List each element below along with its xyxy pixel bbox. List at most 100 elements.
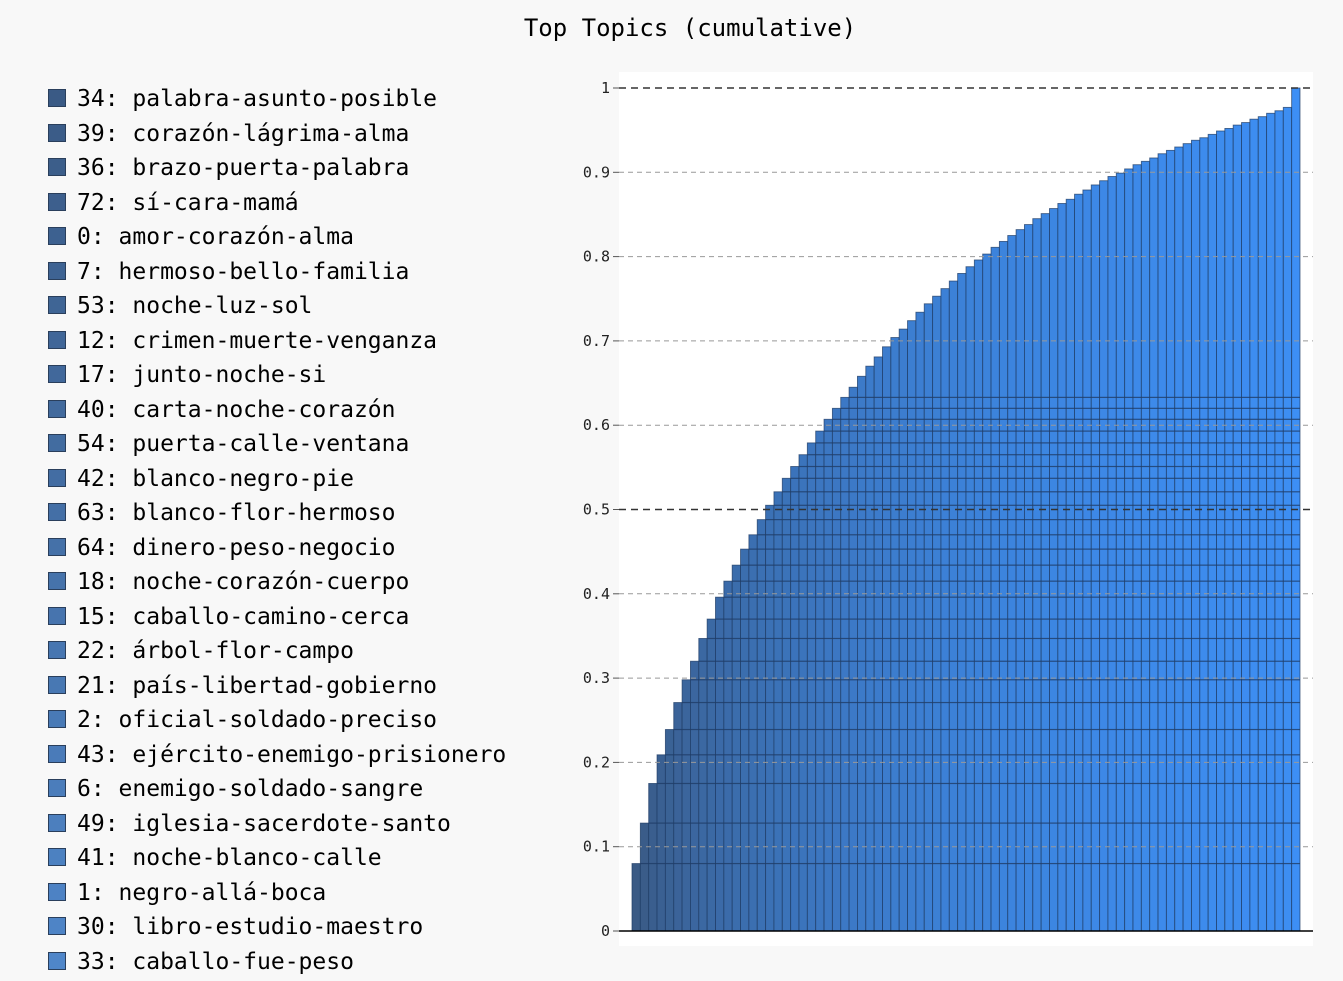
bar-segments: [865, 396, 875, 865]
y-tick-label: 0.3: [583, 669, 610, 687]
bar[interactable]: [723, 580, 733, 932]
legend-label: 34: palabra-asunto-posible: [77, 86, 438, 112]
legend-swatch: [48, 434, 66, 452]
bar[interactable]: [1241, 122, 1251, 932]
bar-segments: [1116, 396, 1125, 865]
bar[interactable]: [915, 311, 925, 932]
bar[interactable]: [1099, 180, 1109, 932]
bar-segments: [1133, 396, 1142, 865]
bar-segments: [1183, 396, 1192, 865]
bar[interactable]: [957, 273, 967, 932]
bar[interactable]: [1107, 176, 1117, 932]
bar[interactable]: [1015, 229, 1025, 932]
legend-label: 0: amor-corazón-alma: [77, 224, 354, 250]
bar[interactable]: [740, 548, 750, 932]
bar[interactable]: [1023, 224, 1034, 932]
bar[interactable]: [698, 638, 708, 932]
bar-segments: [940, 396, 950, 865]
bar[interactable]: [823, 418, 833, 932]
bar-segments: [765, 519, 774, 865]
bar[interactable]: [681, 679, 691, 932]
bar-segments: [1107, 396, 1117, 865]
bar[interactable]: [815, 430, 825, 932]
bar[interactable]: [1115, 172, 1126, 932]
bar-segments: [890, 396, 900, 865]
bar[interactable]: [1165, 149, 1176, 932]
bar[interactable]: [631, 863, 641, 932]
legend-label: 7: hermoso-bello-familia: [77, 258, 410, 285]
bar[interactable]: [664, 729, 675, 932]
bar[interactable]: [940, 288, 950, 932]
bar-segments: [1174, 396, 1184, 865]
bar[interactable]: [1216, 130, 1226, 932]
bar-segments: [1074, 396, 1083, 865]
bar[interactable]: [998, 240, 1009, 932]
bar[interactable]: [706, 618, 716, 932]
bar[interactable]: [648, 783, 658, 932]
bar[interactable]: [1082, 189, 1092, 932]
bar[interactable]: [765, 504, 775, 932]
bar[interactable]: [890, 337, 900, 932]
bar[interactable]: [656, 754, 666, 932]
bar[interactable]: [982, 253, 992, 932]
bar[interactable]: [673, 702, 683, 932]
bar[interactable]: [1207, 133, 1217, 932]
bar[interactable]: [1132, 164, 1142, 932]
bars: [631, 87, 1301, 932]
legend-label: 42: blanco-negro-pie: [77, 465, 354, 492]
bar[interactable]: [1224, 128, 1234, 932]
bar[interactable]: [715, 596, 725, 932]
bar-segments: [773, 504, 783, 865]
bar-segments: [799, 465, 808, 865]
bar-segments: [991, 396, 1000, 865]
bar[interactable]: [1182, 143, 1192, 932]
bar[interactable]: [965, 266, 975, 932]
bar[interactable]: [907, 320, 917, 932]
bar[interactable]: [1190, 139, 1201, 932]
bar-segments: [932, 396, 941, 865]
bar[interactable]: [932, 295, 942, 932]
legend-swatch: [48, 813, 66, 832]
bar[interactable]: [798, 454, 808, 932]
bar[interactable]: [1090, 184, 1101, 932]
bar[interactable]: [848, 386, 858, 932]
legend-label: 40: carta-noche-corazón: [77, 396, 396, 423]
bar-segments: [740, 564, 749, 865]
bar[interactable]: [1257, 116, 1268, 932]
bar-segments: [1091, 396, 1100, 865]
legend-swatch: [48, 641, 66, 659]
bar[interactable]: [1124, 168, 1134, 932]
bar[interactable]: [773, 491, 783, 932]
bar[interactable]: [1149, 157, 1159, 932]
bar[interactable]: [1232, 124, 1242, 932]
bar[interactable]: [1032, 218, 1042, 932]
legend-label: 54: puerta-calle-ventana: [77, 431, 410, 457]
bar[interactable]: [1074, 193, 1084, 932]
bar[interactable]: [790, 466, 800, 932]
bar-segments: [1249, 396, 1259, 865]
bar[interactable]: [1174, 146, 1184, 932]
bar[interactable]: [831, 407, 842, 932]
bar[interactable]: [1057, 203, 1067, 932]
bar[interactable]: [973, 259, 984, 932]
bar-segments: [1208, 396, 1217, 865]
bar[interactable]: [1266, 112, 1276, 932]
bar-segments: [807, 454, 816, 865]
bar[interactable]: [806, 442, 817, 932]
bar[interactable]: [1157, 153, 1167, 932]
bar[interactable]: [639, 822, 650, 932]
bar[interactable]: [1249, 118, 1259, 932]
bar[interactable]: [1007, 235, 1017, 932]
bar-segments: [657, 782, 666, 865]
bar[interactable]: [731, 564, 742, 932]
bar[interactable]: [990, 246, 1000, 932]
bar[interactable]: [840, 396, 850, 932]
legend-label: 1: negro-allá-boca: [77, 879, 327, 906]
bar-segments: [1283, 396, 1292, 865]
bar[interactable]: [1140, 160, 1151, 932]
bar[interactable]: [690, 660, 700, 932]
bar[interactable]: [857, 375, 867, 932]
legend-swatch: [48, 537, 66, 556]
bar[interactable]: [948, 280, 959, 932]
bar[interactable]: [1274, 110, 1284, 932]
